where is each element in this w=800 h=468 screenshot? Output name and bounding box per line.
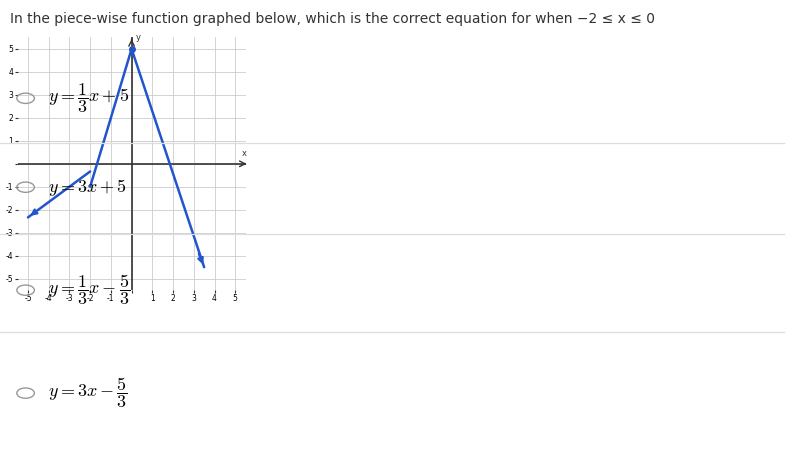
Text: $y = \dfrac{1}{3}x - \dfrac{5}{3}$: $y = \dfrac{1}{3}x - \dfrac{5}{3}$ (48, 273, 130, 307)
Text: $y = 3x - \dfrac{5}{3}$: $y = 3x - \dfrac{5}{3}$ (48, 376, 128, 410)
Text: In the piece-wise function graphed below, which is the correct equation for when: In the piece-wise function graphed below… (10, 12, 654, 26)
Text: y: y (136, 33, 141, 42)
Text: $y = 3x + 5$: $y = 3x + 5$ (48, 177, 127, 197)
Text: x: x (242, 149, 246, 158)
Text: $y = \dfrac{1}{3}x + 5$: $y = \dfrac{1}{3}x + 5$ (48, 81, 130, 115)
